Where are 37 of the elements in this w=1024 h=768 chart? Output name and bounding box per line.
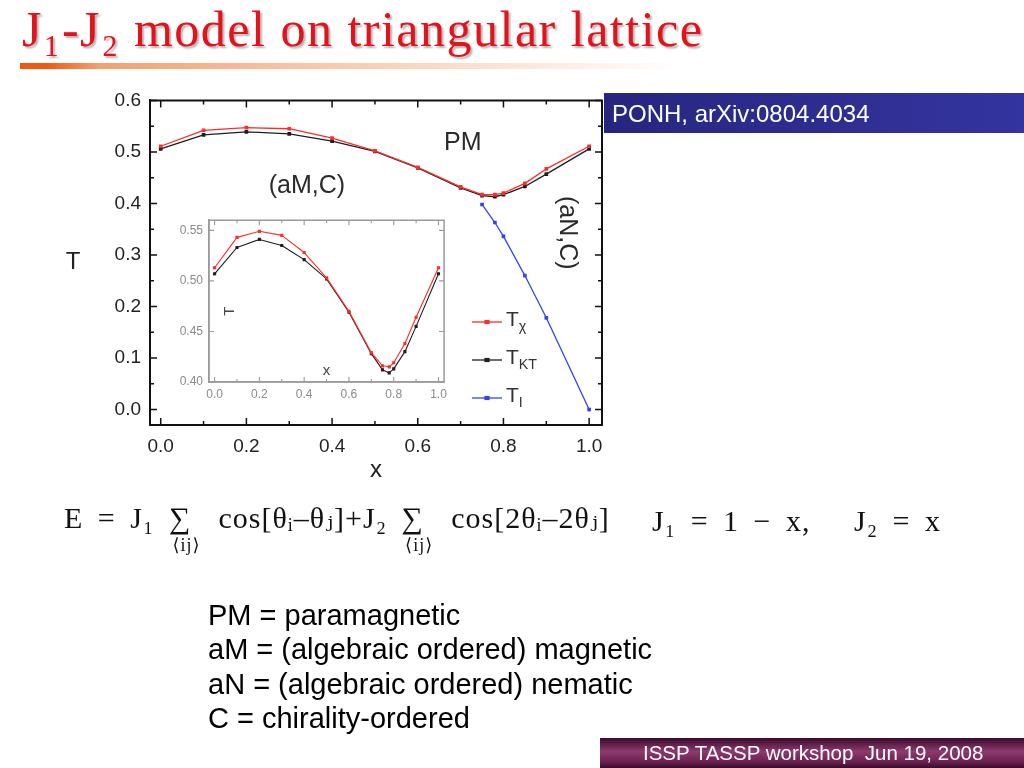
y-tick-label: 0.55	[179, 222, 204, 237]
x-tick-label: 1.0	[430, 386, 448, 401]
x-tick-label: 0.8	[385, 386, 403, 401]
text: J₁ = 1 − x, J₂ = x	[652, 504, 942, 537]
y-tick-label: 0.40	[179, 374, 204, 389]
text: aM = (algebraic ordered) magnetic	[208, 633, 653, 665]
x-tick-label: 0.2	[233, 434, 260, 456]
x-tick-label: 0.6	[340, 386, 358, 401]
x-tick-label: 0.8	[490, 434, 517, 456]
text: PM = paramagnetic	[208, 599, 461, 631]
x-tick-label: 0.4	[318, 434, 346, 456]
x-tick-label: 0.0	[147, 434, 174, 456]
annotation: (aM,C)	[268, 169, 346, 198]
y-tick-label: 0.5	[114, 140, 141, 162]
y-axis-title: T	[65, 247, 81, 275]
x-tick-label: 0.6	[404, 434, 431, 456]
text: C = chirality-ordered	[208, 702, 470, 734]
y-tick-label: 0.45	[179, 323, 204, 338]
y-tick-label: 0.2	[114, 294, 141, 316]
text: ISSP TASSP workshop Jun 19, 2008	[643, 741, 984, 764]
x-tick-label: 0.2	[251, 386, 269, 401]
x-tick-label: 0.0	[206, 386, 224, 401]
y-tick-label: 0.3	[114, 243, 141, 265]
y-tick-label: 0.6	[114, 88, 141, 110]
y-tick-label: 0.50	[179, 273, 204, 288]
chart-title: J₁-J₂ model on triangular lattice	[22, 1, 704, 57]
x-axis-title: x	[322, 361, 331, 379]
text: PONH, arXiv:0804.4034	[612, 100, 870, 127]
x-tick-label: 0.4	[295, 386, 313, 401]
annotation: PM	[444, 127, 482, 156]
x-tick-label: 1.0	[575, 434, 603, 456]
y-axis-title: T	[220, 306, 238, 316]
annotation: (aN,C)	[555, 196, 584, 270]
x-axis-title: x	[370, 454, 382, 482]
text: aN = (algebraic ordered) nematic	[208, 668, 633, 700]
y-tick-label: 0.1	[114, 346, 141, 368]
y-tick-label: 0.4	[114, 191, 142, 213]
